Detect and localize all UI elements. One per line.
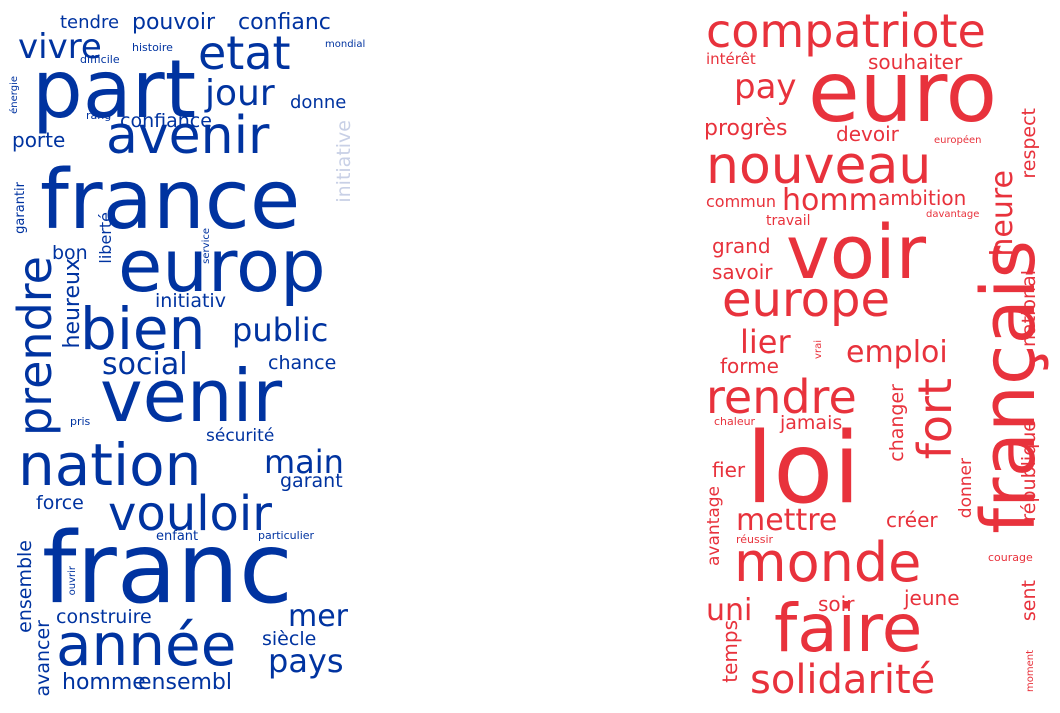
word: énergie bbox=[9, 76, 20, 114]
word: pouvoir bbox=[132, 10, 216, 35]
word: vouloir bbox=[108, 486, 272, 542]
word: pris bbox=[70, 415, 91, 428]
word: commun bbox=[706, 192, 777, 211]
word-cloud-left: tendre pouvoir confianc vivre histoire e… bbox=[0, 0, 370, 713]
word: moment bbox=[1025, 650, 1036, 693]
word: europ bbox=[118, 224, 326, 308]
word: france bbox=[40, 153, 301, 248]
word: pay bbox=[734, 67, 797, 107]
word: année bbox=[56, 611, 237, 679]
word: chance bbox=[268, 352, 337, 374]
word: grand bbox=[712, 234, 771, 258]
word: initiative bbox=[333, 120, 355, 203]
word: liberté bbox=[96, 212, 115, 264]
word: particulier bbox=[258, 529, 315, 542]
word: social bbox=[102, 347, 188, 382]
word: difficile bbox=[80, 53, 120, 66]
word: nouveau bbox=[706, 136, 932, 196]
word: travail bbox=[766, 213, 811, 229]
word: emploi bbox=[846, 335, 948, 370]
word: service bbox=[201, 228, 212, 264]
word: bon bbox=[52, 242, 88, 264]
word: garant bbox=[280, 470, 343, 492]
word: forme bbox=[720, 354, 779, 378]
word: vrai bbox=[813, 340, 824, 359]
word: porte bbox=[12, 128, 66, 152]
word: progrès bbox=[704, 116, 788, 141]
word: etat bbox=[198, 26, 291, 80]
word: confianc bbox=[238, 10, 331, 35]
word: respect bbox=[1018, 108, 1040, 179]
word: homm bbox=[782, 183, 878, 218]
word: donne bbox=[290, 92, 347, 113]
word: mondial bbox=[325, 39, 366, 50]
word: garantir bbox=[13, 182, 28, 234]
word: homme bbox=[62, 670, 146, 695]
word: intérêt bbox=[706, 50, 756, 68]
word: fier bbox=[712, 458, 746, 482]
word: soir bbox=[818, 592, 855, 616]
word: pays bbox=[268, 642, 344, 680]
word: devoir bbox=[836, 122, 899, 146]
word: chaleur bbox=[714, 415, 756, 428]
word: avenir bbox=[106, 106, 270, 166]
word: force bbox=[36, 492, 84, 514]
word: ensembl bbox=[138, 670, 232, 695]
word: rendre bbox=[706, 370, 857, 424]
word: avantage bbox=[704, 486, 724, 567]
word: davantage bbox=[926, 209, 980, 220]
word: venir bbox=[100, 354, 283, 438]
word: avancer bbox=[32, 620, 54, 697]
word: lier bbox=[740, 323, 791, 361]
word: savoir bbox=[712, 260, 773, 284]
word: temps bbox=[718, 620, 742, 683]
word: tendre bbox=[60, 12, 120, 33]
word: monde bbox=[734, 531, 922, 594]
word: initiativ bbox=[155, 290, 226, 312]
word: rang bbox=[86, 109, 112, 122]
word: courage bbox=[988, 551, 1033, 564]
word: histoire bbox=[132, 41, 173, 54]
word: enfant bbox=[156, 529, 199, 544]
word: franc bbox=[42, 512, 293, 626]
word: mettre bbox=[736, 503, 838, 538]
word: fort bbox=[908, 378, 962, 460]
word: compatriote bbox=[706, 4, 986, 58]
word: euro bbox=[808, 43, 997, 141]
word: uni bbox=[706, 593, 753, 628]
word: nation bbox=[18, 431, 202, 499]
word: europe bbox=[722, 272, 890, 328]
word: voir bbox=[786, 210, 927, 296]
word: république bbox=[1018, 420, 1040, 522]
word: vivre bbox=[18, 27, 102, 67]
word: créer bbox=[886, 508, 938, 532]
word: bien bbox=[80, 295, 206, 363]
word: réussir bbox=[736, 533, 774, 546]
word: prendre bbox=[8, 256, 62, 436]
word-cloud-right: compatriote intérêt souhaiter euro pay p… bbox=[690, 0, 1060, 713]
word: part bbox=[32, 43, 197, 136]
word: construire bbox=[56, 606, 152, 628]
word: public bbox=[232, 311, 329, 349]
word: ouvrir bbox=[67, 566, 78, 596]
word: sécurité bbox=[206, 426, 275, 446]
word: sent bbox=[1018, 580, 1040, 622]
word: mer bbox=[288, 599, 349, 634]
word: loi bbox=[746, 412, 861, 526]
word: donner bbox=[956, 458, 976, 519]
word: européen bbox=[934, 135, 982, 146]
word: jour bbox=[205, 73, 275, 114]
word: changer bbox=[886, 384, 908, 462]
word: jamais bbox=[780, 412, 843, 434]
word: souhaiter bbox=[868, 50, 963, 74]
word: national bbox=[1018, 270, 1040, 348]
word: confiance bbox=[120, 110, 212, 132]
word: faire bbox=[774, 590, 923, 667]
word: main bbox=[264, 443, 344, 481]
word: ambition bbox=[878, 186, 967, 210]
word: solidarité bbox=[750, 657, 936, 703]
word: siècle bbox=[262, 628, 317, 650]
word: jeune bbox=[904, 586, 960, 610]
